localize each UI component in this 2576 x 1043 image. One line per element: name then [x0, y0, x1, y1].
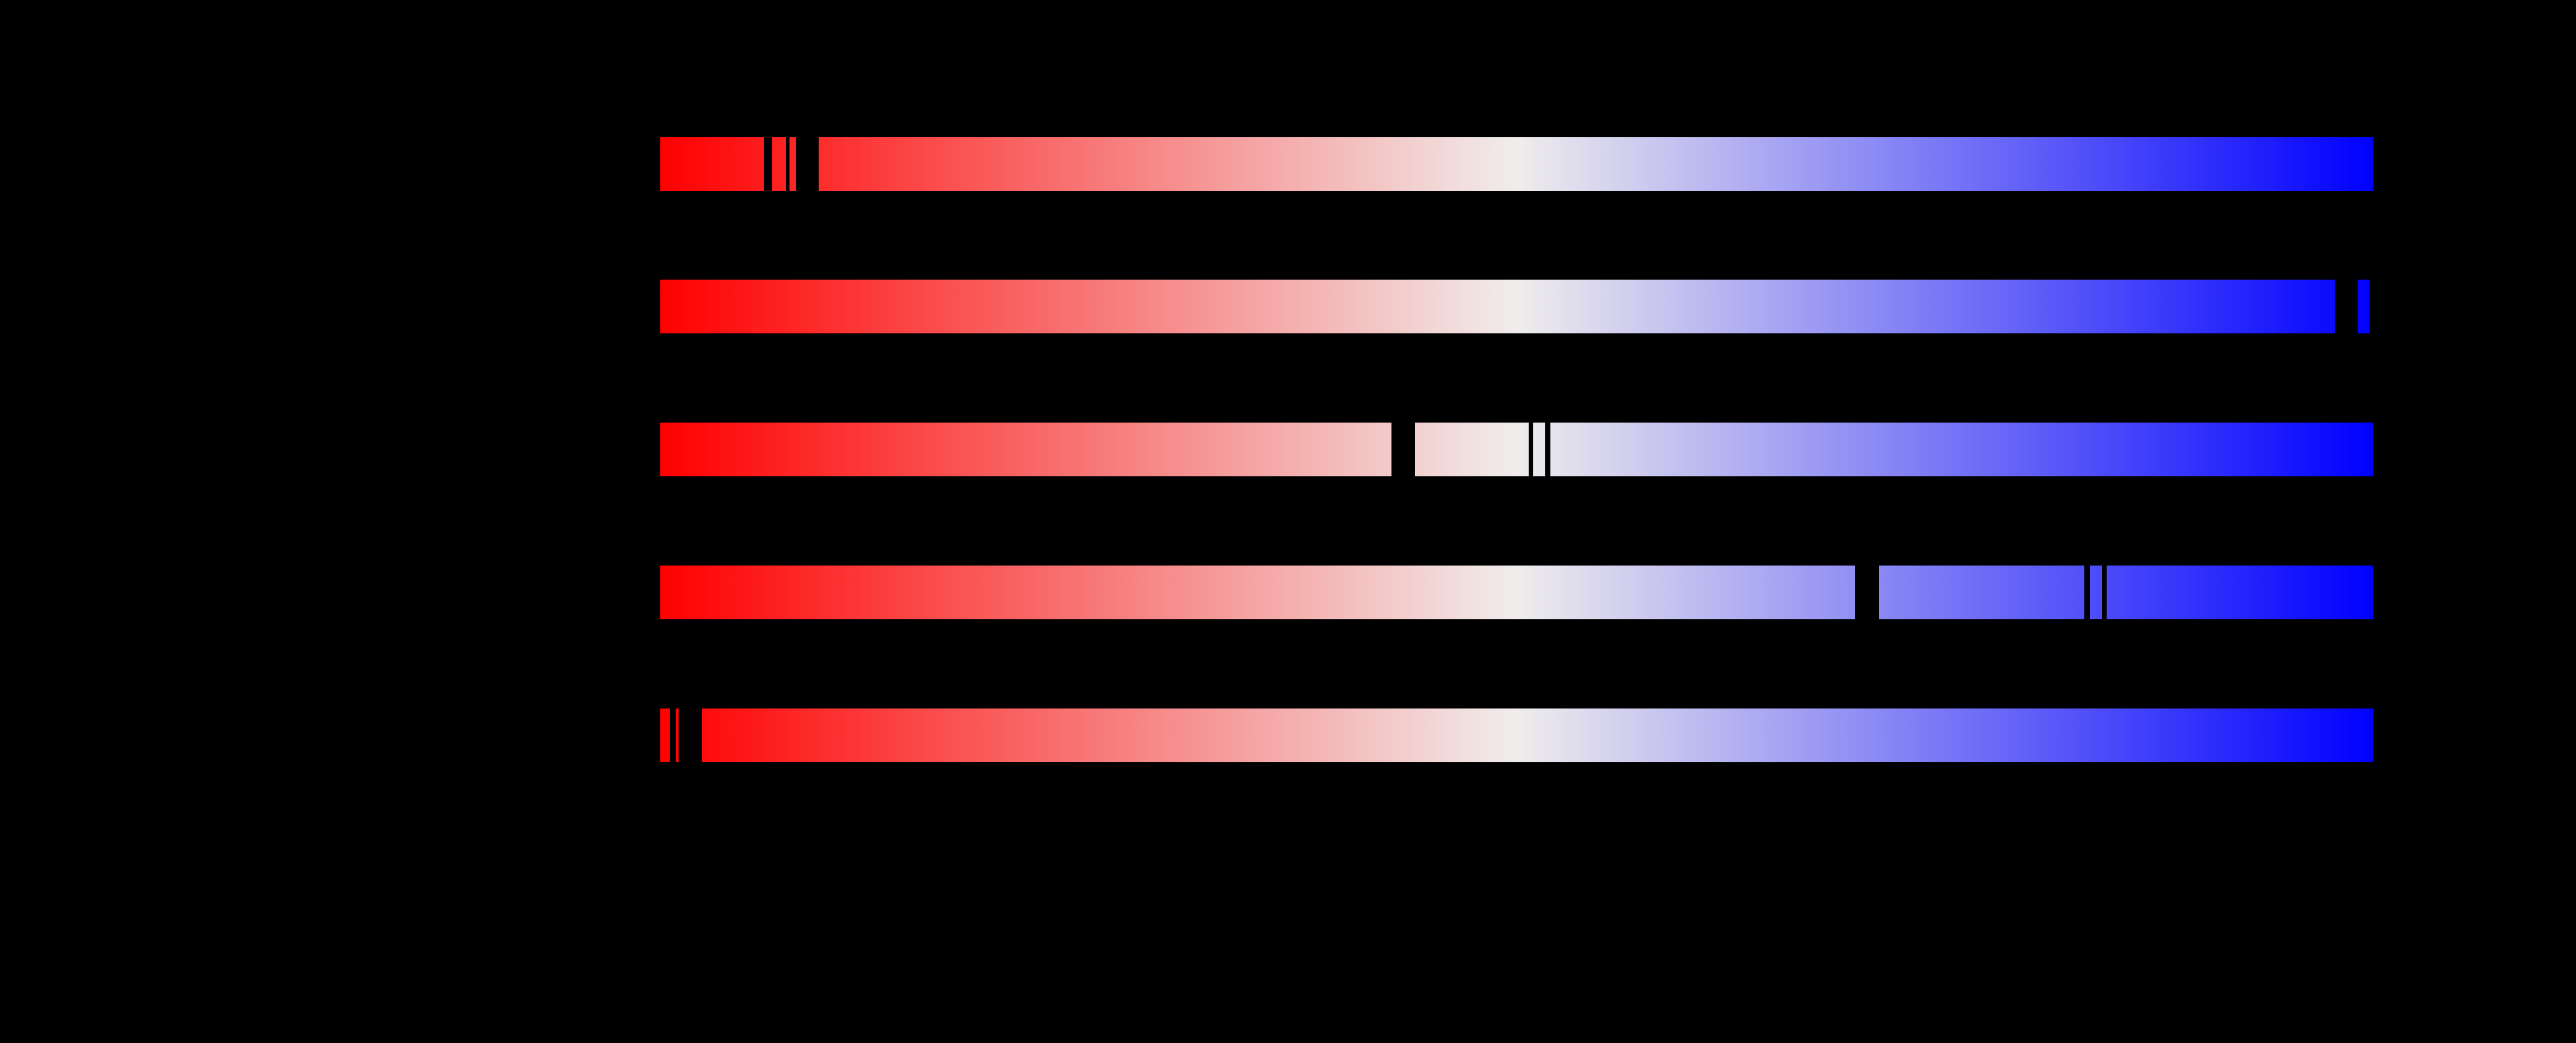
tick-mark	[1855, 564, 1879, 620]
tick-mark	[679, 707, 702, 763]
gradient-bar-2	[659, 278, 2374, 335]
gradient-bar-3	[659, 421, 2374, 477]
tick-mark	[2084, 564, 2090, 620]
tick-mark	[796, 136, 819, 192]
tick-mark	[670, 707, 676, 763]
gradient-bar-5	[659, 707, 2374, 763]
tick-mark	[2102, 564, 2107, 620]
gradient-bar-4	[659, 564, 2374, 620]
tick-mark	[2370, 278, 2374, 335]
tick-mark	[2335, 278, 2358, 335]
tick-mark	[1391, 421, 1415, 477]
gradient-bar-1	[659, 136, 2374, 192]
tick-mark	[764, 136, 772, 192]
tick-mark	[1529, 421, 1533, 477]
tick-mark	[1545, 421, 1550, 477]
tick-mark	[786, 136, 789, 192]
